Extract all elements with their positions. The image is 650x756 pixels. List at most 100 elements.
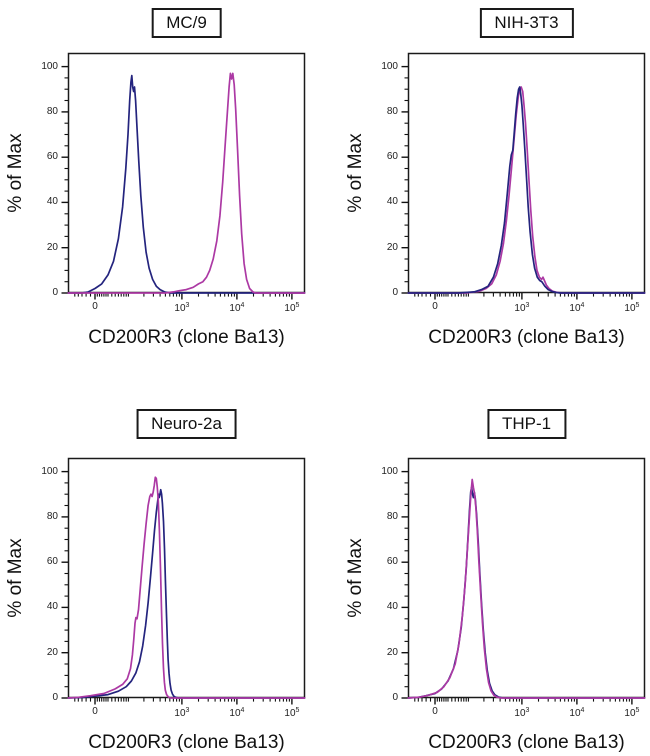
- y-tick-label: 80: [386, 510, 398, 522]
- histogram-plot: [61, 457, 306, 705]
- x-tick-base: 0: [432, 706, 438, 717]
- x-tick-label: 104: [229, 707, 244, 719]
- y-axis-ticks: [61, 65, 68, 294]
- x-tick-label: 104: [569, 707, 584, 719]
- x-tick-base: 0: [92, 301, 98, 312]
- x-tick-label: 104: [569, 302, 584, 314]
- x-tick-label: 0: [432, 302, 438, 312]
- x-tick-base: 10: [229, 708, 241, 719]
- x-axis-label: CD200R3 (clone Ba13): [88, 732, 285, 753]
- y-tick-label: 60: [46, 556, 58, 568]
- y-tick-label: 80: [386, 105, 398, 117]
- x-tick-base: 10: [174, 303, 186, 314]
- x-tick-exponent: 5: [635, 707, 640, 714]
- x-tick-exponent: 5: [635, 302, 640, 309]
- x-tick-base: 10: [284, 708, 296, 719]
- x-axis-label: CD200R3 (clone Ba13): [88, 327, 285, 348]
- y-axis-ticks: [61, 470, 68, 699]
- histogram-plot: [401, 457, 646, 705]
- x-tick-exponent: 3: [185, 302, 190, 309]
- y-axis-label: % of Max: [345, 538, 366, 618]
- y-tick-label: 0: [392, 692, 398, 703]
- plot-frame: [407, 457, 646, 699]
- y-tick-label: 100: [381, 60, 398, 72]
- y-tick-label: 40: [46, 196, 58, 208]
- y-tick-label: 20: [386, 646, 398, 658]
- x-tick-label: 103: [174, 707, 189, 719]
- y-tick-label: 100: [41, 465, 58, 477]
- x-tick-base: 10: [229, 303, 241, 314]
- y-tick-label: 40: [386, 196, 398, 208]
- y-tick-label: 60: [386, 556, 398, 568]
- x-tick-label: 103: [514, 707, 529, 719]
- x-axis-label: CD200R3 (clone Ba13): [428, 327, 625, 348]
- x-tick-label: 105: [284, 302, 299, 314]
- panel-title: Neuro-2a: [136, 409, 237, 439]
- x-axis-ticks: [74, 293, 293, 300]
- x-tick-exponent: 5: [295, 302, 300, 309]
- panel-title: NIH-3T3: [479, 8, 574, 38]
- x-tick-exponent: 4: [240, 302, 245, 309]
- y-tick-label: 80: [46, 105, 58, 117]
- histogram-curve-blue: [407, 486, 646, 699]
- x-tick-label: 0: [432, 707, 438, 717]
- y-tick-label: 20: [386, 241, 398, 253]
- y-tick-label: 0: [52, 287, 58, 298]
- y-tick-label: 60: [46, 151, 58, 163]
- y-tick-label: 20: [46, 646, 58, 658]
- x-tick-label: 103: [514, 302, 529, 314]
- x-tick-exponent: 3: [525, 707, 530, 714]
- x-tick-label: 0: [92, 707, 98, 717]
- x-tick-exponent: 5: [295, 707, 300, 714]
- x-tick-exponent: 3: [185, 707, 190, 714]
- histogram-curve-blue: [67, 74, 306, 294]
- x-tick-base: 10: [569, 303, 581, 314]
- histogram-curve-magenta: [407, 86, 646, 294]
- y-tick-label: 0: [392, 287, 398, 298]
- x-tick-exponent: 4: [580, 707, 585, 714]
- x-tick-base: 10: [514, 708, 526, 719]
- x-tick-base: 0: [432, 301, 438, 312]
- y-axis-ticks: [401, 470, 408, 699]
- y-tick-label: 20: [46, 241, 58, 253]
- histogram-curve-magenta: [67, 476, 306, 699]
- plot-frame: [407, 52, 646, 294]
- x-tick-exponent: 3: [525, 302, 530, 309]
- x-tick-label: 105: [284, 707, 299, 719]
- y-tick-label: 40: [386, 601, 398, 613]
- histogram-curve-magenta: [407, 478, 646, 699]
- y-tick-label: 100: [381, 465, 398, 477]
- x-tick-label: 104: [229, 302, 244, 314]
- y-tick-label: 80: [46, 510, 58, 522]
- y-axis-ticks: [401, 65, 408, 294]
- x-tick-base: 10: [514, 303, 526, 314]
- histogram-curve-magenta: [67, 72, 306, 294]
- panel-title: MC/9: [151, 8, 222, 38]
- y-tick-label: 60: [386, 151, 398, 163]
- x-tick-label: 103: [174, 302, 189, 314]
- x-tick-exponent: 4: [240, 707, 245, 714]
- x-tick-exponent: 4: [580, 302, 585, 309]
- x-tick-base: 10: [284, 303, 296, 314]
- histogram-curve-blue: [67, 488, 306, 699]
- x-tick-label: 105: [624, 302, 639, 314]
- y-tick-label: 100: [41, 60, 58, 72]
- x-tick-label: 0: [92, 302, 98, 312]
- y-tick-label: 0: [52, 692, 58, 703]
- x-axis-label: CD200R3 (clone Ba13): [428, 732, 625, 753]
- histogram-curve-blue: [407, 86, 646, 294]
- x-axis-ticks: [414, 698, 633, 705]
- x-tick-base: 10: [624, 303, 636, 314]
- x-tick-base: 10: [624, 708, 636, 719]
- x-tick-base: 0: [92, 706, 98, 717]
- x-tick-base: 10: [174, 708, 186, 719]
- histogram-plot: [61, 52, 306, 300]
- y-tick-label: 40: [46, 601, 58, 613]
- histogram-plot: [401, 52, 646, 300]
- x-tick-label: 105: [624, 707, 639, 719]
- panel-title: THP-1: [486, 409, 567, 439]
